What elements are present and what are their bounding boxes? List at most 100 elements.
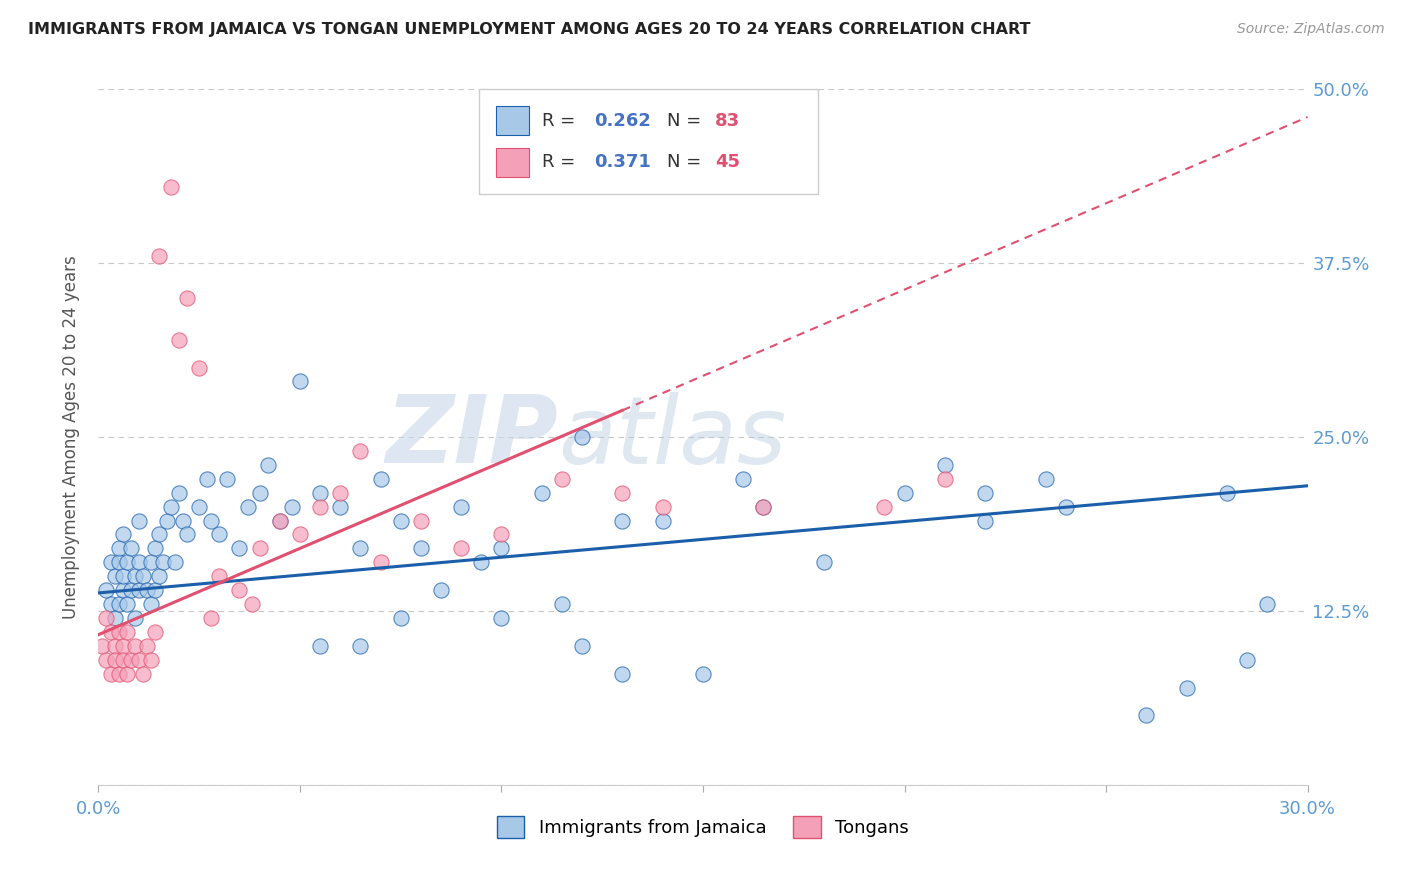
Point — [612, 485, 634, 500]
Point — [115, 666, 138, 681]
Point — [132, 569, 155, 583]
Point — [148, 527, 170, 541]
Point — [208, 527, 231, 541]
Point — [236, 500, 259, 514]
Point — [176, 291, 198, 305]
Text: 0.371: 0.371 — [595, 153, 651, 171]
Text: R =: R = — [543, 153, 581, 171]
Point — [100, 555, 122, 569]
Point — [288, 527, 311, 541]
FancyBboxPatch shape — [496, 106, 529, 135]
Point — [249, 541, 271, 556]
Point — [148, 249, 170, 263]
Point — [329, 485, 352, 500]
Point — [1135, 708, 1157, 723]
Point — [96, 611, 118, 625]
Point — [172, 514, 194, 528]
Point — [309, 485, 332, 500]
Point — [370, 472, 392, 486]
Point — [389, 514, 412, 528]
Point — [143, 583, 166, 598]
Point — [103, 611, 125, 625]
Text: IMMIGRANTS FROM JAMAICA VS TONGAN UNEMPLOYMENT AMONG AGES 20 TO 24 YEARS CORRELA: IMMIGRANTS FROM JAMAICA VS TONGAN UNEMPL… — [28, 22, 1031, 37]
Point — [208, 569, 231, 583]
Point — [160, 500, 183, 514]
FancyBboxPatch shape — [479, 89, 818, 194]
Point — [100, 666, 122, 681]
Point — [692, 666, 714, 681]
Point — [551, 597, 574, 611]
Point — [228, 541, 250, 556]
Point — [974, 485, 997, 500]
Point — [120, 541, 142, 556]
Point — [200, 611, 222, 625]
Point — [491, 541, 513, 556]
Point — [107, 597, 129, 611]
Point — [148, 569, 170, 583]
Point — [124, 639, 146, 653]
Point — [143, 624, 166, 639]
Point — [974, 514, 997, 528]
Point — [813, 555, 835, 569]
Point — [152, 555, 174, 569]
Point — [111, 527, 134, 541]
Text: ZIP: ZIP — [385, 391, 558, 483]
Point — [733, 472, 755, 486]
Point — [612, 666, 634, 681]
Point — [1054, 500, 1077, 514]
Point — [124, 611, 146, 625]
Point — [571, 639, 593, 653]
Text: N =: N = — [666, 153, 707, 171]
Point — [103, 639, 125, 653]
Point — [163, 555, 186, 569]
Point — [651, 500, 673, 514]
Point — [120, 653, 142, 667]
Point — [115, 597, 138, 611]
Text: Source: ZipAtlas.com: Source: ZipAtlas.com — [1237, 22, 1385, 37]
Point — [107, 624, 129, 639]
Point — [217, 472, 239, 486]
Point — [1216, 485, 1239, 500]
Point — [167, 333, 190, 347]
Point — [124, 569, 146, 583]
Point — [135, 583, 157, 598]
FancyBboxPatch shape — [496, 148, 529, 177]
Point — [143, 541, 166, 556]
Point — [115, 555, 138, 569]
Point — [103, 653, 125, 667]
Point — [111, 639, 134, 653]
Text: 83: 83 — [716, 112, 740, 129]
Point — [430, 583, 453, 598]
Point — [128, 583, 150, 598]
Point — [1035, 472, 1057, 486]
Point — [491, 611, 513, 625]
Point — [228, 583, 250, 598]
Point — [269, 514, 291, 528]
Point — [96, 653, 118, 667]
Point — [195, 472, 218, 486]
Point — [309, 500, 332, 514]
Point — [249, 485, 271, 500]
Point — [107, 541, 129, 556]
Point — [269, 514, 291, 528]
Point — [188, 360, 211, 375]
Text: N =: N = — [666, 112, 707, 129]
Point — [651, 514, 673, 528]
Point — [176, 527, 198, 541]
Point — [128, 653, 150, 667]
Legend: Immigrants from Jamaica, Tongans: Immigrants from Jamaica, Tongans — [491, 809, 915, 846]
Point — [111, 583, 134, 598]
Y-axis label: Unemployment Among Ages 20 to 24 years: Unemployment Among Ages 20 to 24 years — [62, 255, 80, 619]
Point — [281, 500, 304, 514]
Point — [135, 639, 157, 653]
Point — [128, 555, 150, 569]
Point — [139, 555, 162, 569]
Point — [139, 653, 162, 667]
Point — [349, 639, 371, 653]
Point — [156, 514, 179, 528]
Point — [934, 472, 956, 486]
Point — [167, 485, 190, 500]
Point — [752, 500, 775, 514]
Point — [934, 458, 956, 472]
Point — [111, 653, 134, 667]
